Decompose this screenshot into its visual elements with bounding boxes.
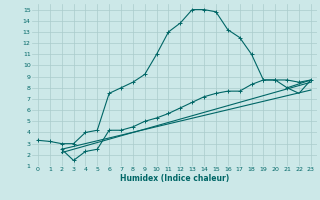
X-axis label: Humidex (Indice chaleur): Humidex (Indice chaleur): [120, 174, 229, 183]
